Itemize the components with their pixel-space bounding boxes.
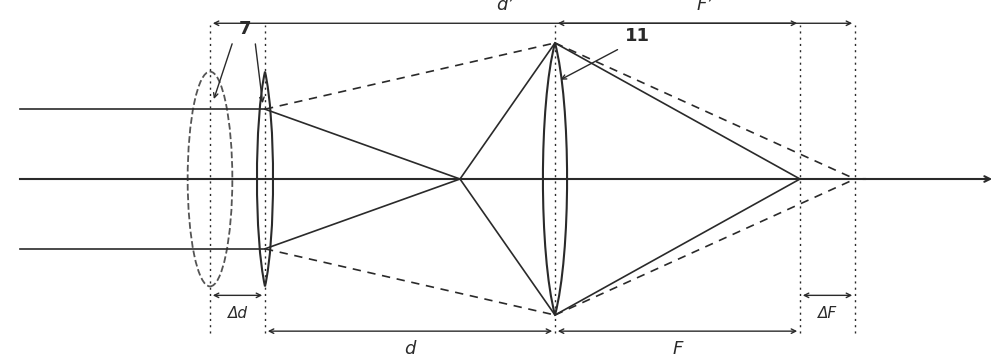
Text: F: F: [672, 340, 683, 358]
Text: 7: 7: [239, 20, 251, 38]
Text: Δd: Δd: [228, 306, 248, 321]
Text: ΔF: ΔF: [818, 306, 837, 321]
Text: 11: 11: [625, 27, 650, 45]
Text: d: d: [404, 340, 416, 358]
Text: F’: F’: [697, 0, 713, 14]
Text: d’: d’: [496, 0, 514, 14]
